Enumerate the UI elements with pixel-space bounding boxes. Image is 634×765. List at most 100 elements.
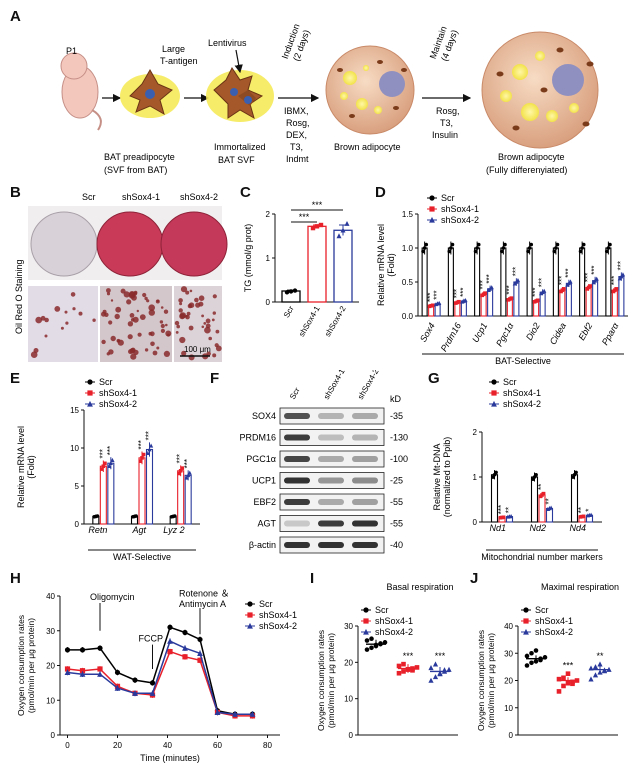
b-lipid-droplet bbox=[64, 310, 68, 314]
f-lane-label: Scr bbox=[288, 386, 302, 401]
e-sig-label: *** bbox=[176, 454, 185, 463]
f-band bbox=[318, 413, 344, 419]
j-point bbox=[592, 672, 599, 678]
h-point bbox=[214, 709, 221, 716]
b-lipid-droplet bbox=[201, 325, 205, 329]
f-kd-label: kD bbox=[390, 394, 402, 404]
d-bar bbox=[500, 247, 507, 317]
schematic-diagram: P1 Large T-antigen Lentivirus Induction … bbox=[60, 22, 599, 175]
b-lipid-droplet bbox=[54, 306, 61, 312]
e-point bbox=[108, 460, 113, 465]
g-xtick-label: Nd4 bbox=[569, 523, 586, 533]
h-xlabel: Time (minutes) bbox=[140, 753, 200, 763]
c-bar bbox=[307, 225, 327, 303]
b-lipid-droplet bbox=[204, 326, 211, 334]
g-xlabel: Mitochondrial number markers bbox=[481, 552, 603, 562]
e-point bbox=[107, 463, 112, 469]
b-lipid-droplet bbox=[146, 299, 150, 303]
b-lipid-droplet bbox=[189, 289, 193, 293]
j-ytick-label: 10 bbox=[504, 704, 513, 713]
induction-agent-2: Rosg, bbox=[286, 118, 310, 128]
e-legend-label: shSox4-2 bbox=[99, 399, 137, 409]
d-bar bbox=[421, 247, 428, 317]
preadipocyte-cell bbox=[120, 68, 180, 118]
j-sig-label: *** bbox=[563, 661, 574, 671]
b-lipid-droplet bbox=[203, 322, 207, 325]
h-ylabel: (pmol/min per μg protein) bbox=[26, 618, 36, 713]
b-lipid-droplet bbox=[132, 316, 139, 323]
b-lipid-droplet bbox=[160, 306, 164, 309]
e-point bbox=[177, 471, 181, 476]
f-protein-label: PGC1α bbox=[246, 454, 276, 464]
b-lipid-droplet bbox=[198, 301, 204, 307]
d-ytick-label: 0.5 bbox=[402, 278, 414, 287]
d-xtick-label: Ebf2 bbox=[576, 321, 594, 342]
d-point bbox=[483, 291, 488, 295]
h-series-line bbox=[67, 626, 253, 715]
j-ytick-label: 20 bbox=[504, 677, 513, 686]
f-band bbox=[284, 520, 310, 527]
e-legend-label: Scr bbox=[99, 377, 113, 387]
h-xtick-label: 80 bbox=[263, 741, 272, 750]
d-legend-label: Scr bbox=[441, 193, 455, 203]
h-legend-label: shSox4-1 bbox=[259, 610, 297, 620]
g-point bbox=[494, 470, 498, 475]
e-bar bbox=[145, 448, 154, 525]
b-lipid-droplet bbox=[128, 291, 136, 298]
d-bar bbox=[447, 247, 454, 317]
e-point bbox=[140, 456, 144, 460]
j-ylabel: (pmol/min per μg protein) bbox=[486, 633, 496, 728]
b-lipid-droplet bbox=[126, 299, 132, 305]
c-point bbox=[284, 290, 290, 295]
f-band bbox=[318, 456, 344, 462]
e-point bbox=[184, 475, 189, 480]
j-point bbox=[533, 648, 539, 653]
f-kd-marker: -25 bbox=[390, 476, 403, 486]
cell3-label: Brown adipocyte bbox=[334, 142, 401, 152]
i-plot-area: 0 10 20 30 Basal respiration Oxygen consumpti… bbox=[316, 582, 458, 740]
j-point bbox=[556, 689, 562, 694]
d-point bbox=[515, 278, 521, 283]
j-point bbox=[588, 676, 594, 682]
f-protein-label: β-actin bbox=[249, 540, 276, 550]
b-lipid-droplet bbox=[208, 336, 212, 341]
d-xtick-label: Cidea bbox=[548, 321, 568, 346]
panel-label-e: E bbox=[10, 370, 21, 387]
e-sig-label: *** bbox=[183, 459, 192, 468]
f-kd-marker: -130 bbox=[390, 433, 408, 443]
i-ytick-label: 20 bbox=[344, 658, 353, 667]
f-protein-label: SOX4 bbox=[252, 411, 276, 421]
d-point bbox=[449, 246, 453, 250]
g-xtick-label: Nd1 bbox=[489, 523, 506, 533]
g-legend-label: shSox4-1 bbox=[503, 388, 541, 398]
b-lipid-droplet bbox=[155, 299, 160, 304]
b-lipid-droplet bbox=[128, 349, 133, 355]
j-point bbox=[542, 655, 548, 660]
c-xtick-label: shSox4-2 bbox=[323, 304, 348, 338]
induction-agent-1: IBMX, bbox=[284, 106, 309, 116]
d-point bbox=[422, 246, 427, 250]
i-point bbox=[373, 642, 379, 648]
panel-label-j: J bbox=[470, 570, 479, 587]
cell2-label2: BAT SVF bbox=[218, 155, 255, 165]
b-lipid-droplet bbox=[212, 294, 217, 299]
d-point bbox=[424, 242, 429, 247]
d-point bbox=[430, 303, 435, 308]
f-protein-label: EBF2 bbox=[253, 497, 276, 507]
g-ytick-label: 1 bbox=[473, 473, 478, 482]
d-xtick-label: Prdm16 bbox=[439, 321, 463, 353]
f-band bbox=[318, 477, 344, 484]
d-sig-label: *** bbox=[616, 261, 625, 270]
j-point bbox=[538, 657, 543, 663]
b-lipid-droplet bbox=[160, 323, 165, 329]
b-lipid-droplet bbox=[163, 309, 169, 314]
e-legend-label: shSox4-1 bbox=[99, 388, 137, 398]
d-sig-label: *** bbox=[590, 265, 599, 274]
e-point bbox=[178, 469, 183, 473]
d-point bbox=[475, 246, 479, 250]
i-point bbox=[405, 666, 411, 672]
f-kd-marker: -100 bbox=[390, 454, 408, 464]
b-lipid-droplet bbox=[116, 338, 121, 343]
